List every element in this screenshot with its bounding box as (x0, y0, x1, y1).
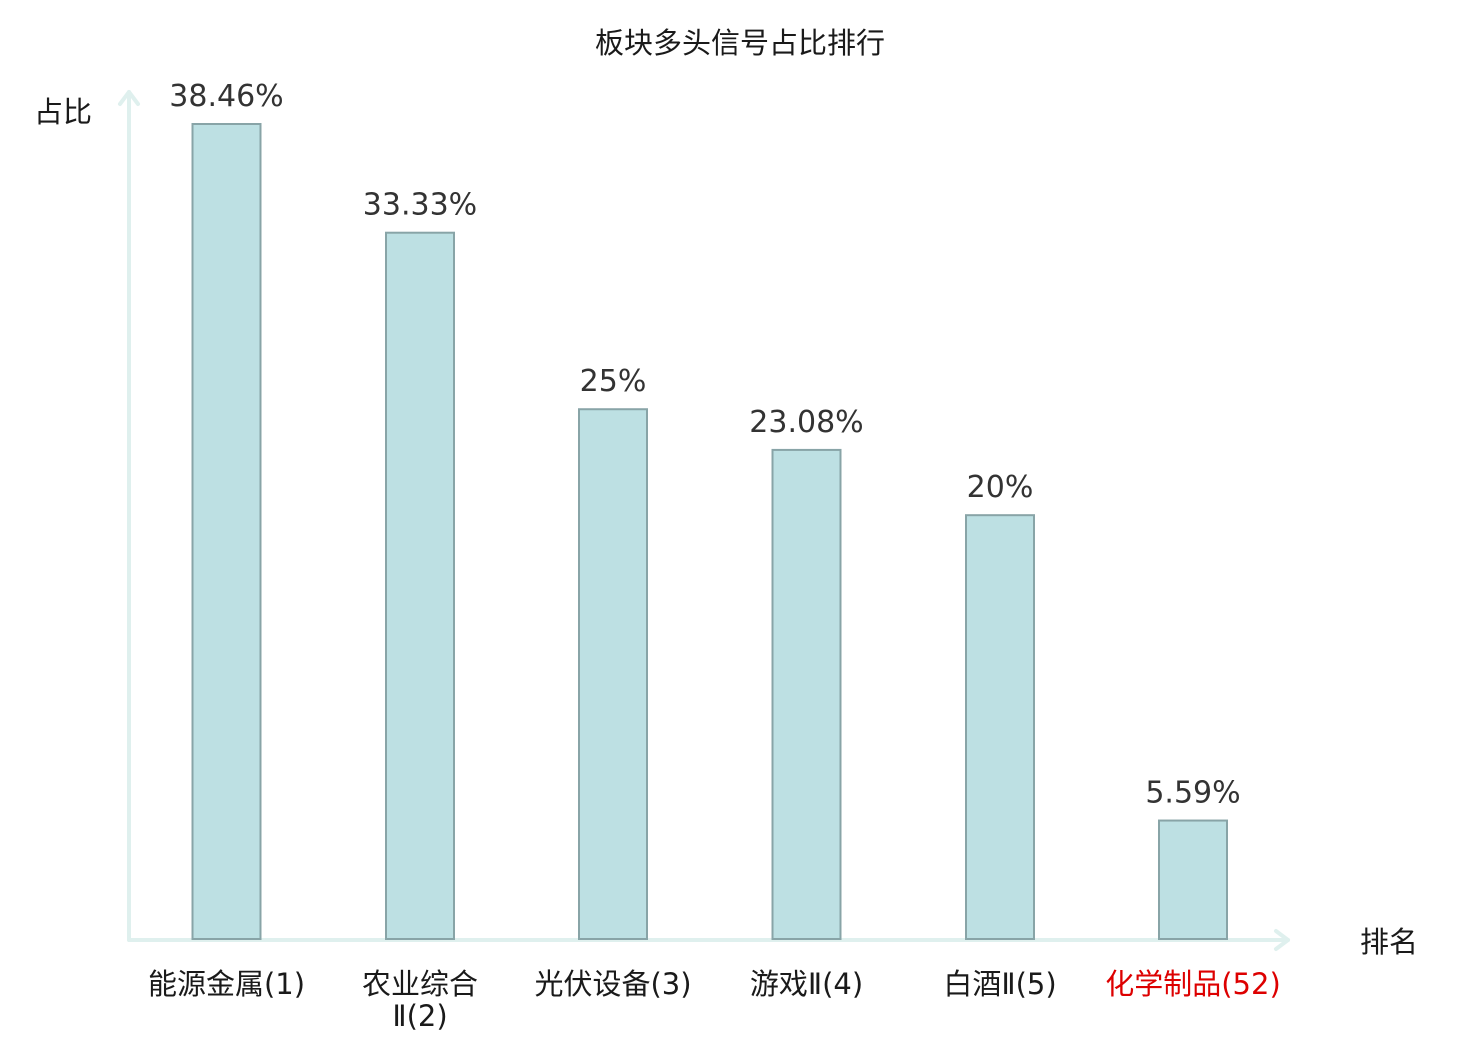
category-labels-group: 能源金属(1) 农业综合 Ⅱ(2) 光伏设备(3) 游戏Ⅱ(4) 白酒Ⅱ(5) 化学制品(5… (148, 967, 1281, 1033)
x-tick-label-1: 能源金属(1) (148, 967, 305, 1001)
x-axis-arrow (1274, 929, 1290, 951)
chart-title: 板块多头信号占比排行 (595, 26, 885, 60)
bar-5 (965, 514, 1035, 940)
x-tick-label-4: 游戏Ⅱ(4) (750, 967, 863, 1001)
bars-group (191, 123, 1228, 940)
x-tick-label-2: 农业综合 Ⅱ(2) (362, 967, 478, 1033)
value-label-6: 5.59% (1145, 776, 1240, 811)
bar-3 (578, 408, 648, 940)
x-axis-label: 排名 (1360, 925, 1418, 959)
value-label-3: 25% (580, 364, 647, 399)
bar-6 (1158, 819, 1228, 940)
bar-2 (385, 231, 455, 940)
value-label-2: 33.33% (363, 188, 477, 223)
y-axis-arrow (118, 90, 140, 106)
value-label-4: 23.08% (749, 405, 863, 440)
value-label-1: 38.46% (169, 79, 283, 114)
x-tick-label-5: 白酒Ⅱ(5) (943, 967, 1056, 1001)
bar-4 (771, 448, 842, 940)
x-tick-label-3: 光伏设备(3) (534, 967, 691, 1001)
value-labels-group: 38.46% 33.33% 25% 23.08% 20% 5.59% (169, 79, 1240, 811)
x-tick-label-6: 化学制品(52) (1105, 967, 1281, 1001)
bar-1 (191, 123, 262, 940)
value-label-5: 20% (967, 470, 1034, 505)
y-axis-label: 占比 (34, 95, 92, 129)
